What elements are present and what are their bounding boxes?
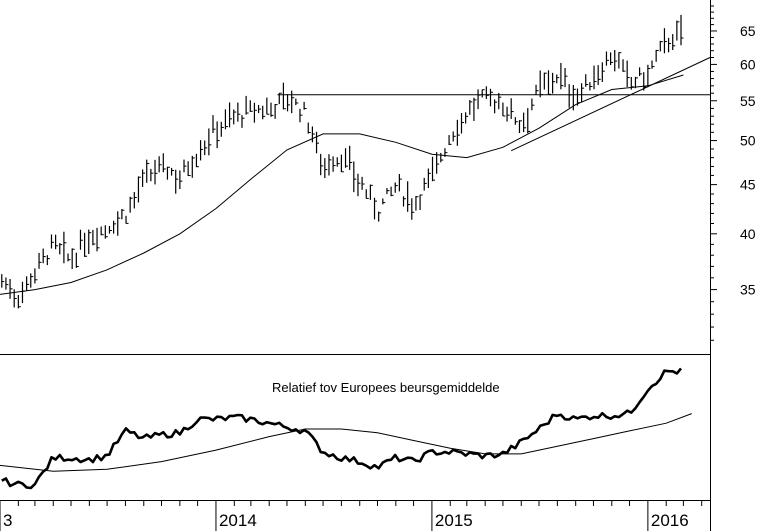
y-tick-label: 65	[740, 23, 756, 39]
y-tick-label: 40	[740, 226, 756, 242]
x-tick-label: 2015	[435, 511, 473, 530]
y-tick-label: 60	[740, 56, 756, 72]
y-tick-label: 35	[740, 282, 756, 298]
x-tick-label: 2016	[651, 511, 689, 530]
moving-average-line	[0, 74, 684, 295]
relative-panel: Relatief tov Europees beursgemiddelde	[0, 367, 692, 490]
relative-moving-average-line	[0, 413, 692, 472]
price-panel	[0, 14, 711, 309]
x-tick-label: 2014	[219, 511, 257, 530]
relative-panel-annotation: Relatief tov Europees beursgemiddelde	[272, 380, 500, 395]
relative-strength-line	[1, 367, 683, 490]
y-tick-label: 45	[740, 177, 756, 193]
x-tick-label: 3	[3, 511, 12, 530]
trend-line	[510, 57, 711, 152]
y-tick-label: 50	[740, 133, 756, 149]
y-tick-label: 55	[740, 93, 756, 109]
